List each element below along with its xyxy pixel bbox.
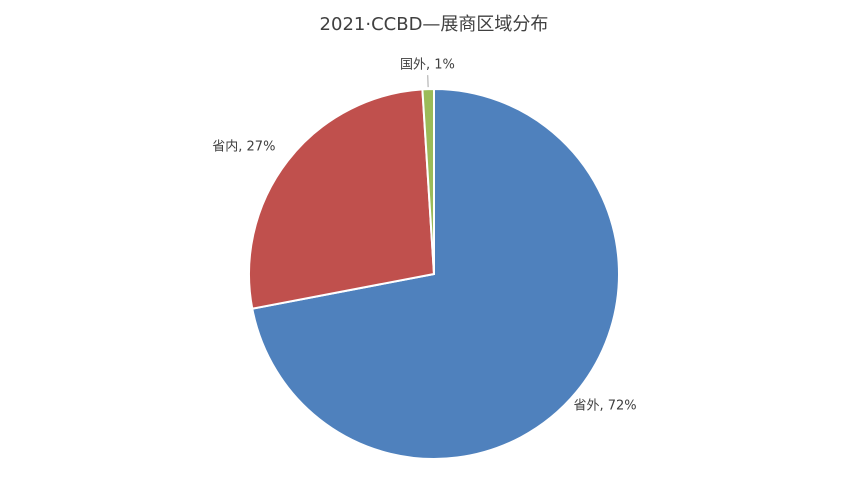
data-label: 国外, 1%: [400, 58, 455, 73]
chart-title: 2021·CCBD—展商区域分布: [320, 14, 549, 35]
pie-slice: [248, 88, 436, 310]
data-label: 省外, 72%: [573, 398, 636, 413]
data-label: 省内, 27%: [212, 139, 275, 155]
pie-slice: [421, 87, 435, 275]
pie-slice: [251, 87, 620, 460]
